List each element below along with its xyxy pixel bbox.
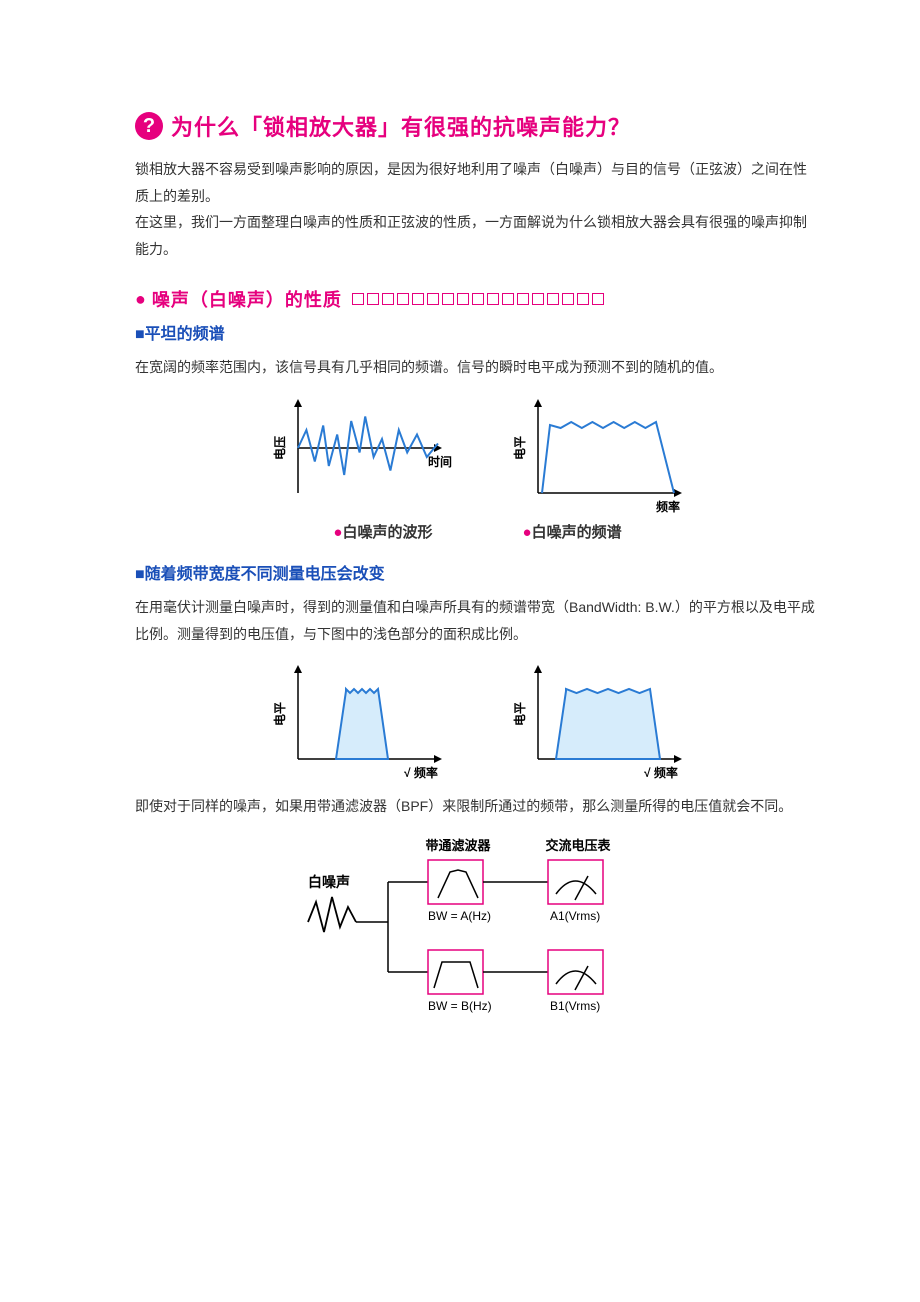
- paragraph-bandwidth: 在用毫伏计测量白噪声时，得到的测量值和白噪声所具有的频谱带宽（BandWidth…: [135, 594, 820, 647]
- caption-spectrum: ●白噪声的频谱: [523, 521, 622, 542]
- svg-text:时间: 时间: [428, 454, 452, 469]
- intro-paragraph: 锁相放大器不容易受到噪声影响的原因，是因为很好地利用了噪声（白噪声）与目的信号（…: [135, 156, 820, 262]
- svg-text:BW = A(Hz): BW = A(Hz): [428, 909, 491, 923]
- page-title: 为什么「锁相放大器」有很强的抗噪声能力？: [171, 110, 631, 142]
- narrow-band-chart: 电平 √ 频率: [258, 659, 458, 779]
- svg-text:A1(Vrms): A1(Vrms): [550, 909, 600, 923]
- section-title: 噪声（白噪声）的性质: [152, 286, 342, 312]
- svg-text:电平: 电平: [272, 702, 287, 726]
- decorative-squares: [352, 293, 604, 305]
- caption-waveform: ●白噪声的波形: [333, 521, 432, 542]
- subheading-bandwidth: ■随着频带宽度不同测量电压会改变: [135, 560, 820, 584]
- white-noise-spectrum-chart: 电平频率: [498, 393, 698, 513]
- paragraph-flat-spectrum: 在宽阔的频率范围内，该信号具有几乎相同的频谱。信号的瞬时电平成为预测不到的随机的…: [135, 354, 820, 381]
- svg-text:带通滤波器: 带通滤波器: [425, 838, 491, 853]
- svg-text:白噪声: 白噪声: [308, 874, 350, 890]
- svg-text:频率: 频率: [656, 499, 680, 513]
- wide-band-chart: 电平 √ 频率: [498, 659, 698, 779]
- svg-text:√ 频率: √ 频率: [644, 765, 678, 779]
- subheading-flat-spectrum: ■平坦的频谱: [135, 320, 820, 344]
- question-mark-icon: ?: [135, 112, 163, 140]
- bullet-icon: ●: [135, 289, 146, 310]
- svg-text:交流电压表: 交流电压表: [545, 838, 611, 853]
- svg-text:BW = B(Hz): BW = B(Hz): [428, 999, 492, 1013]
- svg-text:电压: 电压: [272, 436, 287, 460]
- section-header: ● 噪声（白噪声）的性质: [135, 286, 820, 312]
- bpf-block-diagram: 带通滤波器 交流电压表白噪声 BW = A(Hz) A1(Vrms) BW = B(Hz…: [278, 832, 678, 1032]
- figure-captions-1: ●白噪声的波形 ●白噪声的频谱: [135, 521, 820, 542]
- svg-text:电平: 电平: [512, 436, 527, 460]
- svg-text:√ 频率: √ 频率: [404, 765, 438, 779]
- paragraph-bpf: 即使对于同样的噪声，如果用带通滤波器（BPF）来限制所通过的频带，那么测量所得的…: [135, 793, 820, 820]
- svg-text:B1(Vrms): B1(Vrms): [550, 999, 600, 1013]
- figure-row-1: 电压时间 电平频率: [135, 393, 820, 513]
- white-noise-waveform-chart: 电压时间: [258, 393, 458, 513]
- figure-row-2: 电平 √ 频率 电平 √ 频率: [135, 659, 820, 779]
- title-row: ? 为什么「锁相放大器」有很强的抗噪声能力？: [135, 110, 820, 142]
- svg-text:电平: 电平: [512, 702, 527, 726]
- block-diagram: 带通滤波器 交流电压表白噪声 BW = A(Hz) A1(Vrms) BW = B(Hz…: [135, 832, 820, 1032]
